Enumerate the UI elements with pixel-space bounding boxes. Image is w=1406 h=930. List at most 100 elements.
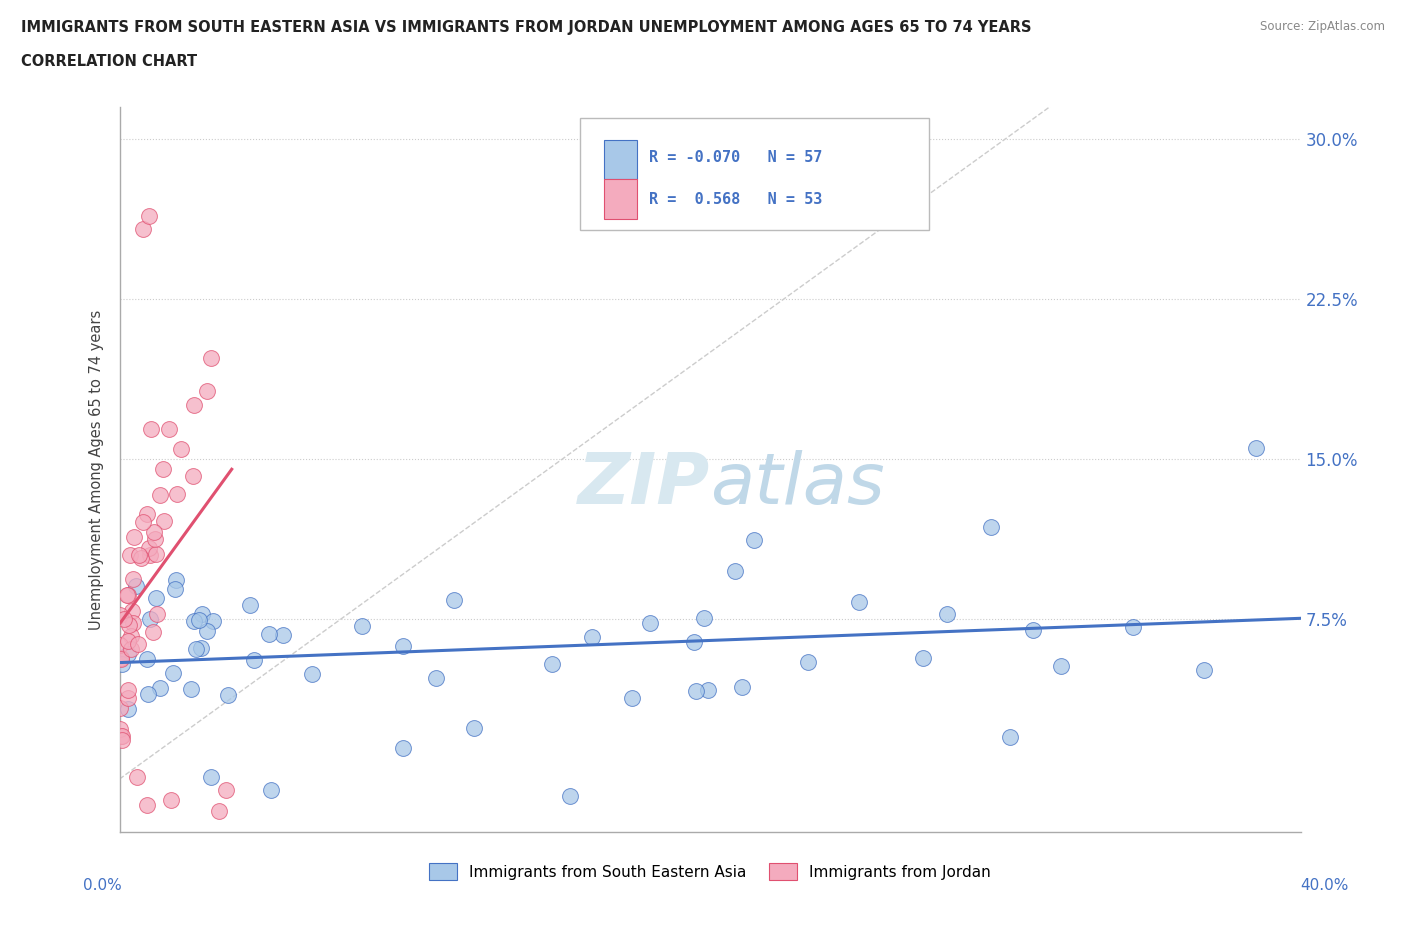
Point (696, 683, 718, 698)
Point (110, 728, 132, 743)
Point (152, 461, 174, 476)
Point (138, 208, 160, 223)
Point (152, 513, 174, 528)
Point (121, 616, 143, 631)
Point (149, 487, 172, 502)
Point (117, 634, 139, 649)
Point (200, 351, 222, 365)
Point (1122, 619, 1144, 634)
Point (121, 604, 143, 618)
Text: R =  0.568   N = 53: R = 0.568 N = 53 (648, 193, 823, 207)
Point (186, 642, 208, 657)
Point (145, 547, 167, 562)
Point (146, 606, 169, 621)
Point (183, 398, 205, 413)
Point (620, 690, 643, 705)
Legend: Immigrants from South Eastern Asia, Immigrants from Jordan: Immigrants from South Eastern Asia, Immi… (423, 857, 997, 886)
Point (108, 722, 131, 737)
Point (169, 442, 191, 457)
Point (796, 655, 818, 670)
Point (443, 592, 465, 607)
Point (215, 782, 238, 797)
Point (200, 769, 222, 784)
Text: ZIP: ZIP (578, 450, 710, 519)
Point (127, 769, 149, 784)
Point (243, 652, 266, 667)
Point (110, 651, 132, 666)
Point (165, 573, 187, 588)
FancyBboxPatch shape (581, 118, 928, 231)
Point (117, 701, 139, 716)
Point (979, 520, 1001, 535)
Text: 40.0%: 40.0% (1301, 878, 1348, 893)
Point (108, 607, 131, 622)
Point (197, 383, 219, 398)
Point (142, 525, 165, 540)
Point (202, 613, 225, 628)
Point (166, 486, 188, 501)
Point (117, 682, 139, 697)
Point (117, 691, 139, 706)
Point (183, 614, 205, 629)
Text: Source: ZipAtlas.com: Source: ZipAtlas.com (1260, 20, 1385, 33)
Point (1022, 622, 1045, 637)
Point (391, 740, 413, 755)
Point (120, 642, 142, 657)
Point (273, 628, 295, 643)
Point (132, 514, 155, 529)
Point (149, 681, 172, 696)
Point (301, 667, 323, 682)
Point (117, 647, 139, 662)
Point (110, 637, 132, 652)
Point (139, 421, 162, 436)
Point (190, 606, 212, 621)
Point (108, 700, 131, 715)
Point (160, 793, 183, 808)
Point (683, 635, 706, 650)
Point (138, 540, 160, 555)
Point (163, 582, 186, 597)
Point (181, 469, 204, 484)
FancyBboxPatch shape (603, 140, 637, 179)
Point (122, 571, 145, 586)
Point (112, 612, 135, 627)
Point (111, 657, 134, 671)
Point (135, 652, 157, 667)
Point (1000, 729, 1022, 744)
Text: CORRELATION CHART: CORRELATION CHART (21, 54, 197, 69)
Point (190, 641, 212, 656)
Point (139, 611, 162, 626)
Point (110, 652, 132, 667)
Point (143, 532, 166, 547)
Point (260, 782, 283, 797)
Point (1192, 663, 1215, 678)
Text: atlas: atlas (710, 450, 884, 519)
Point (180, 682, 202, 697)
Point (129, 551, 152, 565)
Point (935, 606, 957, 621)
Point (125, 578, 148, 593)
Point (742, 533, 765, 548)
Point (132, 221, 155, 236)
Point (188, 613, 211, 628)
Point (692, 610, 714, 625)
Point (848, 594, 870, 609)
Point (128, 547, 150, 562)
Point (127, 636, 149, 651)
Point (162, 666, 184, 681)
Point (1246, 441, 1268, 456)
Point (122, 529, 145, 544)
Point (117, 588, 139, 603)
Point (724, 564, 747, 578)
Point (239, 597, 262, 612)
Point (1050, 658, 1073, 673)
Point (136, 797, 159, 812)
Text: R = -0.070   N = 57: R = -0.070 N = 57 (648, 151, 823, 166)
Point (142, 624, 165, 639)
Point (638, 616, 661, 631)
Point (157, 421, 180, 436)
Point (425, 671, 447, 685)
Point (111, 729, 134, 744)
Point (730, 680, 752, 695)
Point (118, 618, 141, 632)
